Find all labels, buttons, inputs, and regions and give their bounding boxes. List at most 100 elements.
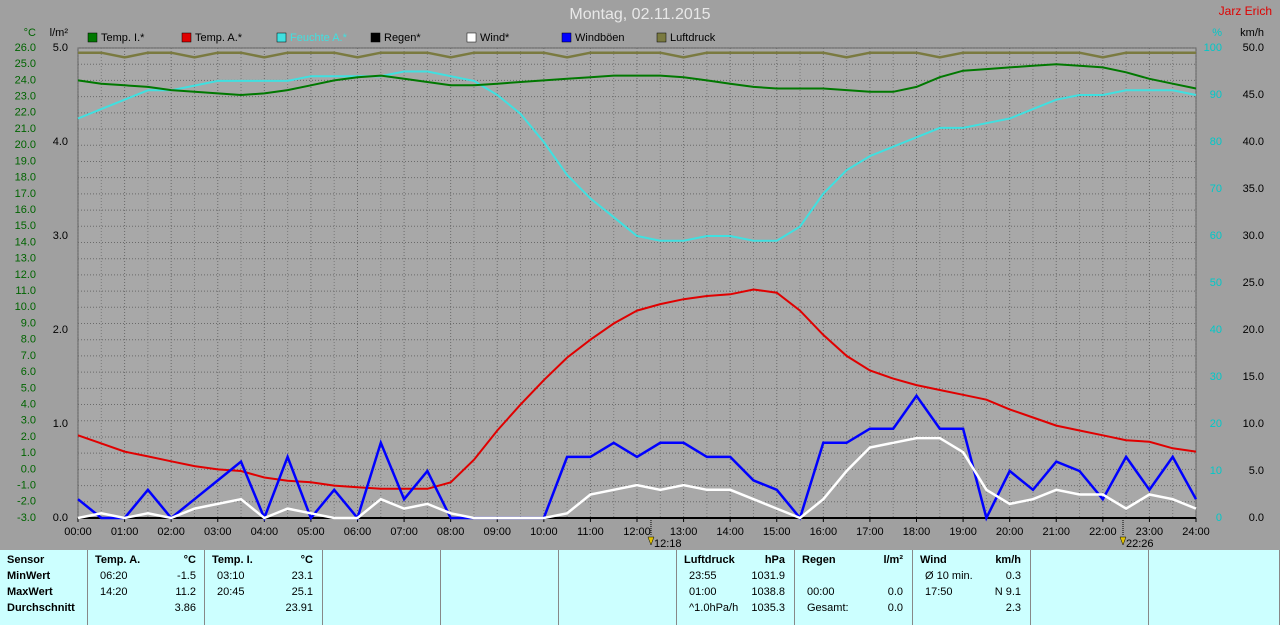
x-tick-label: 09:00 (483, 526, 511, 538)
y-tick-label: 40.0 (1243, 136, 1264, 148)
y-tick-label: 3.0 (53, 230, 68, 242)
legend-label: Wind* (480, 32, 510, 44)
table-column (0, 550, 88, 625)
y-tick-label: 10 (1210, 465, 1222, 477)
group-title: Wind (920, 554, 947, 566)
annotation-icon (647, 536, 655, 546)
x-tick-label: 06:00 (344, 526, 372, 538)
x-tick-label: 22:00 (1089, 526, 1117, 538)
summary-table: Sensor MinWert MaxWert Durchschnitt Temp. A.… (0, 550, 1280, 625)
legend-swatch (656, 32, 667, 43)
group-unit: l/m² (883, 554, 903, 566)
table-column (677, 550, 795, 625)
cell-value: 11.2 (175, 586, 196, 598)
cell-time: 14:20 (100, 586, 128, 598)
annotation-label: 12:18 (654, 538, 682, 550)
table-column (1031, 550, 1149, 625)
group-title: Regen (802, 554, 836, 566)
y-tick-label: 1.0 (53, 418, 68, 430)
series-line (77, 70, 1197, 242)
group-unit: hPa (764, 554, 785, 566)
cell-time: 03:10 (217, 570, 245, 582)
axis-unit: % (1212, 27, 1222, 39)
cell-value: 25.1 (291, 586, 313, 598)
annotation-label: 22:26 (1126, 538, 1154, 550)
x-tick-label: 19:00 (949, 526, 977, 538)
y-tick-label: 16.0 (15, 204, 36, 216)
x-tick-label: 13:00 (670, 526, 698, 538)
cell-time: 23:55 (689, 570, 717, 582)
group-title: Temp. A. (95, 554, 141, 566)
y-tick-label: 15.0 (15, 220, 36, 232)
axis-unit: °C (24, 27, 36, 39)
x-tick-label: 10:00 (530, 526, 558, 538)
cell-value: 3.86 (174, 602, 196, 614)
y-tick-label: 50.0 (1243, 42, 1264, 54)
x-tick-label: 15:00 (763, 526, 791, 538)
legend-label: Temp. I.* (101, 32, 145, 44)
y-tick-label: 6.0 (21, 366, 36, 378)
x-tick-label: 20:00 (996, 526, 1024, 538)
x-tick-label: 14:00 (716, 526, 744, 538)
table-column (205, 550, 323, 625)
cell-value: N 9.1 (994, 586, 1021, 598)
y-tick-label: 10.0 (15, 301, 36, 313)
x-tick-label: 02:00 (157, 526, 185, 538)
y-tick-label: 23.0 (15, 91, 36, 103)
y-tick-label: 8.0 (21, 334, 36, 346)
y-tick-label: 30 (1210, 371, 1222, 383)
series-line (78, 51, 1196, 59)
x-tick-label: 04:00 (251, 526, 279, 538)
cell-time: Ø 10 min. (925, 570, 973, 582)
y-tick-label: 2.0 (21, 431, 36, 443)
y-tick-label: 13.0 (15, 253, 36, 265)
y-tick-label: 40 (1210, 324, 1222, 336)
series-line (77, 288, 1197, 490)
cell-time: Gesamt: (807, 602, 849, 614)
legend-swatch (181, 32, 192, 43)
series-line (77, 63, 1197, 97)
x-tick-label: 21:00 (1042, 526, 1070, 538)
y-tick-label: 30.0 (1243, 230, 1264, 242)
x-tick-label: 07:00 (390, 526, 418, 538)
y-tick-label: -3.0 (17, 512, 36, 524)
x-tick-label: 03:00 (204, 526, 232, 538)
y-tick-label: 35.0 (1243, 183, 1264, 195)
chart: Montag, 02.11.2015 Jarz Erich °C 26.0 25.0… (14, 4, 1272, 550)
row-label: MaxWert (7, 586, 53, 598)
y-tick-label: 7.0 (21, 350, 36, 362)
cell-value: 1035.3 (751, 602, 785, 614)
group-unit: km/h (995, 554, 1021, 566)
cell-value: 23.1 (291, 570, 313, 582)
x-tick-label: 23:00 (1136, 526, 1164, 538)
table-column (559, 550, 677, 625)
table-column (88, 550, 205, 625)
y-tick-label: 15.0 (1243, 371, 1264, 383)
x-tick-label: 17:00 (856, 526, 884, 538)
axis-unit: l/m² (50, 27, 69, 39)
y-tick-label: 17.0 (15, 188, 36, 200)
y-tick-label: 24.0 (15, 74, 36, 86)
y-tick-label: 0.0 (53, 512, 68, 524)
legend-swatch (466, 32, 477, 43)
cell-value: -1.5 (177, 570, 196, 582)
cell-value: 2.3 (1005, 602, 1021, 614)
y-tick-label: 50 (1210, 277, 1222, 289)
legend-label: Luftdruck (670, 32, 716, 44)
y-tick-label: 1.0 (21, 447, 36, 459)
y-tick-label: 18.0 (15, 172, 36, 184)
y-tick-label: 0.0 (21, 463, 36, 475)
legend-swatch (370, 32, 381, 43)
x-tick-label: 08:00 (437, 526, 465, 538)
cell-time: 06:20 (100, 570, 128, 582)
table-column (913, 550, 1031, 625)
y-tick-label: -1.0 (17, 479, 36, 491)
y-tick-label: 20.0 (15, 139, 36, 151)
cell-value: 0.0 (887, 602, 903, 614)
y-tick-label: 70 (1210, 183, 1222, 195)
y-tick-label: 80 (1210, 136, 1222, 148)
author: Jarz Erich (1219, 4, 1272, 18)
cell-time: ^1.0hPa/h (689, 602, 739, 614)
cell-value: 23.91 (285, 602, 313, 614)
y-tick-label: 2.0 (53, 324, 68, 336)
